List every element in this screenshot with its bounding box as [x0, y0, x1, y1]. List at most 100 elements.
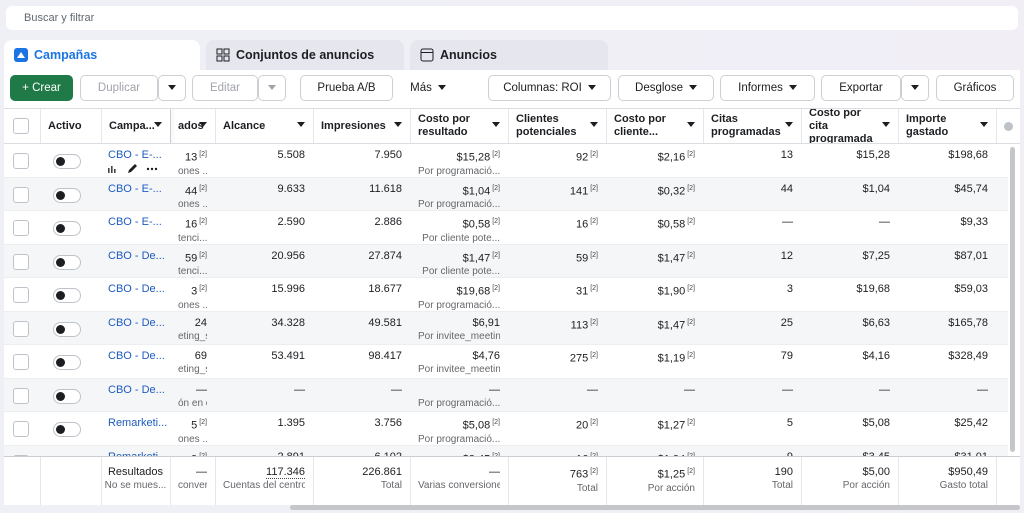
- campaign-name[interactable]: CBO - De...: [108, 350, 165, 362]
- table-cell: $950,49 Gasto total: [898, 465, 996, 492]
- campaign-name[interactable]: Remarketi...: [108, 417, 168, 429]
- table-cell: 2.891: [215, 450, 313, 457]
- column-header[interactable]: Activo: [40, 109, 101, 143]
- table-row[interactable]: CBO - E-...44[2]ones ...9.63311.618$1,04…: [4, 177, 1008, 211]
- action-icon[interactable]: [108, 164, 168, 174]
- row-checkbox[interactable]: [13, 186, 29, 203]
- row-checkbox[interactable]: [13, 387, 29, 404]
- table-row[interactable]: CBO - De... 59 [2] tenci... 20.956 27.874 $1,4…: [4, 244, 1008, 278]
- action-icon[interactable]: [154, 167, 158, 171]
- tab-icon: [216, 48, 230, 62]
- column-header[interactable]: Importe gastado: [898, 109, 996, 143]
- edit-dropdown[interactable]: [258, 75, 286, 101]
- row-checkbox[interactable]: [13, 354, 29, 370]
- campaign-name-cell[interactable]: CBO - De...: [101, 383, 170, 397]
- active-toggle[interactable]: [53, 254, 81, 270]
- create-button[interactable]: + Crear: [10, 75, 73, 101]
- column-header[interactable]: Citas programadas: [703, 109, 801, 143]
- column-header[interactable]: Alcance: [215, 109, 313, 143]
- column-header[interactable]: Costo por cita programada: [801, 109, 898, 143]
- active-toggle[interactable]: [53, 221, 81, 236]
- table-cell: 16 [2] tenci...: [170, 215, 215, 245]
- campaign-name[interactable]: CBO - E-...: [108, 216, 162, 228]
- row-checkbox[interactable]: [13, 287, 29, 303]
- value-text: $1,94: [658, 453, 686, 456]
- campaign-name-cell[interactable]: CBO - De...: [101, 282, 170, 296]
- active-toggle[interactable]: [53, 154, 81, 169]
- column-header[interactable]: Costo por resultado: [410, 109, 508, 143]
- breakdown-button[interactable]: Desglose: [618, 75, 714, 101]
- action-icon[interactable]: [111, 166, 113, 173]
- column-header[interactable]: Campa...: [101, 109, 170, 143]
- campaign-name-cell[interactable]: CBO - De...: [101, 249, 170, 263]
- campaign-name-cell[interactable]: CBO - E-...: [101, 215, 170, 229]
- table-row[interactable]: CBO - De... 69 eting_s... 53.491 98.417 $4,76…: [4, 345, 1008, 379]
- table-row[interactable]: CBO - De...—ón en el...———Por programaci…: [4, 378, 1008, 412]
- table-row[interactable]: CBO - E-... 16 [2] tenci... 2.590 2.886 $0,58[…: [4, 211, 1008, 245]
- campaign-name-cell[interactable]: CBO - E-...: [101, 182, 170, 196]
- more-button[interactable]: Más: [400, 75, 456, 101]
- action-icon[interactable]: [114, 169, 116, 173]
- column-header[interactable]: Clientes potenciales: [508, 109, 606, 143]
- table-row[interactable]: Remarketi...9[2]2.8916.102$3,45[2]16[2]$…: [4, 445, 1008, 457]
- active-toggle[interactable]: [53, 388, 81, 404]
- reports-button[interactable]: Informes: [720, 75, 815, 101]
- button-label: Informes: [738, 82, 783, 94]
- campaign-name[interactable]: CBO - E-...: [108, 149, 162, 161]
- add-column[interactable]: [1004, 122, 1013, 131]
- table-cell: —: [313, 383, 410, 397]
- active-toggle[interactable]: [53, 355, 81, 370]
- table-row[interactable]: Remarketi...5[2]ones ...1.3953.756$5,08[…: [4, 412, 1008, 446]
- active-toggle[interactable]: [53, 187, 81, 203]
- column-header[interactable]: ados: [170, 109, 215, 143]
- button-label: Crear: [32, 82, 61, 94]
- table-cell: $45,74: [898, 182, 996, 196]
- campaign-name[interactable]: CBO - De...: [108, 316, 165, 329]
- export-dropdown[interactable]: [901, 75, 929, 101]
- campaign-name-cell[interactable]: CBO - E-...: [101, 148, 170, 174]
- row-checkbox[interactable]: [13, 253, 29, 270]
- campaign-name-cell[interactable]: Remarketi...: [101, 450, 170, 457]
- cell-value: 5: [711, 416, 793, 430]
- charts-button[interactable]: Gráficos: [936, 75, 1014, 101]
- campaign-name[interactable]: CBO - De...: [108, 383, 165, 396]
- active-toggle[interactable]: [53, 288, 81, 303]
- value-text: 34.328: [271, 316, 305, 329]
- action-icon[interactable]: [108, 168, 110, 173]
- action-icon[interactable]: [150, 167, 154, 171]
- column-header[interactable]: Impresiones: [313, 109, 410, 143]
- row-checkbox[interactable]: [13, 320, 29, 337]
- campaign-name-cell[interactable]: Remarketi...: [101, 416, 170, 430]
- campaign-name[interactable]: CBO - De...: [108, 249, 165, 262]
- v-scrollbar[interactable]: [1010, 147, 1015, 452]
- ab-test-button[interactable]: Prueba A/B: [300, 75, 393, 101]
- h-scrollbar[interactable]: [290, 505, 1020, 510]
- action-icon[interactable]: [146, 167, 150, 171]
- select-all-checkbox[interactable]: [13, 118, 29, 134]
- row-checkbox[interactable]: [13, 421, 29, 437]
- table-row[interactable]: CBO - De...3[2]ones ...15.99618.677$19,6…: [4, 278, 1008, 312]
- campaign-name-cell[interactable]: CBO - De...: [101, 316, 170, 330]
- active-toggle[interactable]: [53, 321, 81, 337]
- action-icon[interactable]: [128, 164, 137, 173]
- table-row[interactable]: CBO - E-...13[2]ones ...5.5087.950$15,28…: [4, 144, 1008, 178]
- export-button[interactable]: Exportar: [821, 75, 901, 101]
- edit-button[interactable]: Editar: [192, 75, 258, 101]
- column-header[interactable]: Costo por cliente...: [606, 109, 703, 143]
- campaign-name-cell[interactable]: CBO - De...: [101, 349, 170, 363]
- table-cell: 20 [2]: [508, 416, 606, 433]
- campaign-name[interactable]: CBO - E-...: [108, 182, 162, 195]
- row-checkbox[interactable]: [13, 220, 29, 236]
- campaign-name[interactable]: Remarketi...: [108, 450, 167, 457]
- campaign-name[interactable]: CBO - De...: [108, 283, 165, 295]
- row-checkbox[interactable]: [13, 153, 29, 169]
- search-input[interactable]: Buscar y filtrar: [6, 6, 1018, 30]
- columns-button[interactable]: Columnas: ROI: [488, 75, 611, 101]
- duplicate-button[interactable]: Duplicar: [80, 75, 158, 101]
- active-toggle[interactable]: [53, 422, 81, 437]
- value-text: $3,45: [862, 451, 890, 457]
- duplicate-dropdown[interactable]: [158, 75, 186, 101]
